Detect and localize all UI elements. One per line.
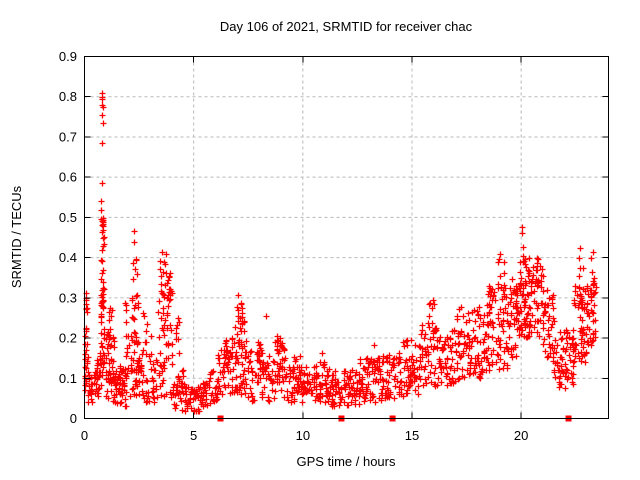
chart-title: Day 106 of 2021, SRMTID for receiver cha…	[220, 19, 473, 34]
y-tick-label: 0.8	[59, 89, 77, 104]
y-tick-label: 0.9	[59, 49, 77, 64]
y-tick-label: 0.1	[59, 371, 77, 386]
x-tick-label: 0	[81, 428, 88, 443]
y-tick-label: 0.6	[59, 170, 77, 185]
plot-frame-and-ticks	[84, 56, 609, 419]
y-tick-label: 0.5	[59, 210, 77, 225]
data-points-path	[82, 90, 600, 415]
x-tick-label: 10	[296, 428, 310, 443]
y-tick-label: 0.3	[59, 290, 77, 305]
grid-lines	[84, 56, 609, 419]
x-tick-label: 20	[514, 428, 528, 443]
y-tick-label: 0.4	[59, 250, 77, 265]
x-tick-label: 5	[190, 428, 197, 443]
y-tick-label: 0.2	[59, 331, 77, 346]
tick-labels: 0 0.1 0.2 0.3 0.4 0.5 0.6 0.7 0.8 0.9 0 5 10 15 20	[59, 49, 528, 443]
x-axis-label: GPS time / hours	[297, 454, 396, 469]
y-tick-label: 0.7	[59, 129, 77, 144]
grid-path	[84, 56, 609, 419]
y-axis-label: SRMTID / TECUs	[9, 185, 24, 288]
scatter-points	[82, 90, 600, 415]
frame-path	[84, 56, 609, 419]
x-tick-label: 15	[405, 428, 419, 443]
y-tick-label: 0	[70, 411, 77, 426]
